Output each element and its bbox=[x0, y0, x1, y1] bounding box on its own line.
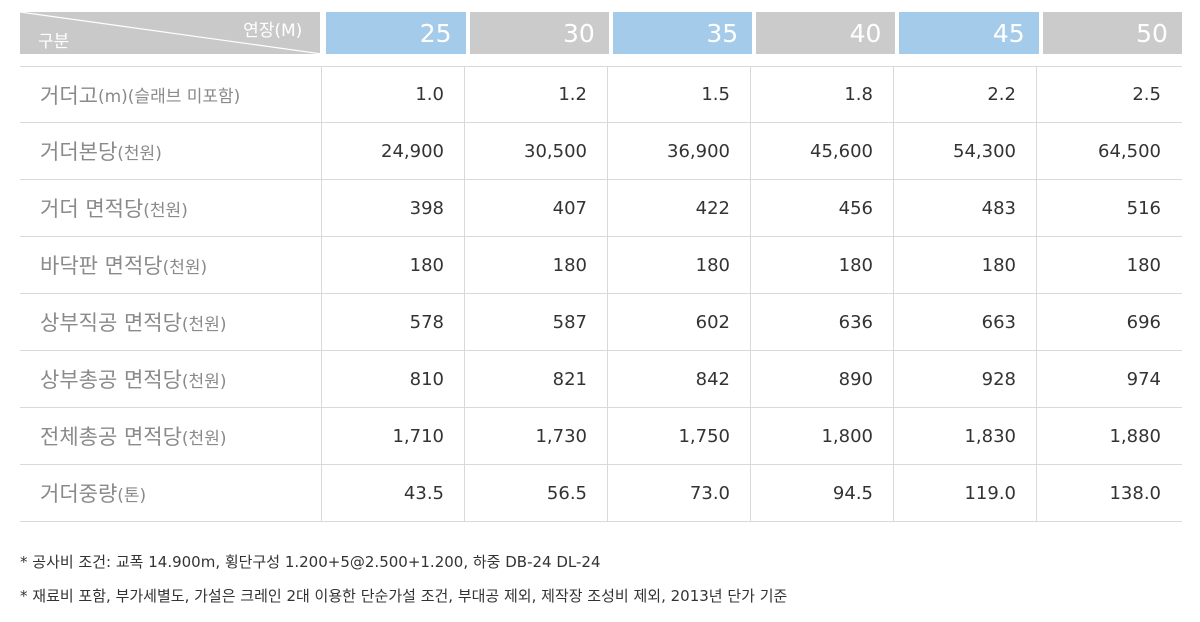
table-row: 상부총공 면적당 (천원) 810 821 842 890 928 974 bbox=[20, 351, 1182, 408]
corner-label-length: 연장(M) bbox=[243, 21, 303, 41]
row-label-text: 전체총공 면적당 bbox=[40, 425, 182, 449]
row-label-unit: (m)(슬래브 미포함) bbox=[97, 87, 241, 107]
table-row: 거더본당 (천원) 24,900 30,500 36,900 45,600 54,300 64… bbox=[20, 123, 1182, 180]
table-cell: 94.5 bbox=[751, 465, 894, 521]
row-label-text: 상부직공 면적당 bbox=[40, 311, 182, 335]
table-row: 거더고 (m)(슬래브 미포함) 1.0 1.2 1.5 1.8 2.2 2.5 bbox=[20, 66, 1182, 123]
table-row: 바닥판 면적당 (천원) 180 180 180 180 180 180 bbox=[20, 237, 1182, 294]
table-cell: 24,900 bbox=[322, 123, 465, 179]
table-cell: 696 bbox=[1126, 311, 1161, 333]
table-cell: 456 bbox=[751, 180, 894, 236]
table-cell: 180 bbox=[894, 237, 1037, 293]
table-row: 거더 면적당 (천원) 398 407 422 456 483 516 bbox=[20, 180, 1182, 237]
table-cell: 180 bbox=[322, 237, 465, 293]
header-col-25: 25 bbox=[326, 12, 466, 54]
table-cell: 180 bbox=[608, 237, 751, 293]
table-cell: 1,880 bbox=[1109, 425, 1161, 447]
table-cell: 54,300 bbox=[894, 123, 1037, 179]
row-label-text: 거더고 bbox=[40, 83, 98, 108]
table-cell: 36,900 bbox=[608, 123, 751, 179]
row-label-text: 거더중량 bbox=[40, 482, 118, 506]
table-cell: 64,500 bbox=[1098, 140, 1161, 162]
table-cell: 663 bbox=[894, 294, 1037, 350]
row-label: 거더고 (m)(슬래브 미포함) bbox=[20, 67, 322, 122]
row-label-unit: (천원) bbox=[181, 314, 227, 335]
table-cell: 516 bbox=[1126, 197, 1161, 219]
row-label: 바닥판 면적당 (천원) bbox=[20, 237, 322, 293]
row-label: 거더 면적당 (천원) bbox=[20, 180, 322, 236]
row-label-unit: (천원) bbox=[181, 428, 227, 449]
table-cell: 45,600 bbox=[751, 123, 894, 179]
table-cell: 974 bbox=[1126, 368, 1161, 390]
row-label: 상부직공 면적당 (천원) bbox=[20, 294, 322, 350]
table-cell: 578 bbox=[322, 294, 465, 350]
table-cell: 602 bbox=[608, 294, 751, 350]
table-cell: 1,730 bbox=[465, 408, 608, 464]
table-cell: 1.2 bbox=[465, 67, 608, 122]
table-cell: 1.0 bbox=[322, 67, 465, 122]
row-label-unit: (천원) bbox=[181, 371, 227, 392]
row-label-unit: (천원) bbox=[162, 257, 208, 278]
footnote-costs: * 재료비 포함, 부가세별도, 가설은 크레인 2대 이용한 단순가설 조건,… bbox=[20, 587, 788, 605]
table-cell: 1.5 bbox=[608, 67, 751, 122]
row-label: 전체총공 면적당 (천원) bbox=[20, 408, 322, 464]
row-label: 거더중량 (톤) bbox=[20, 465, 322, 521]
row-label: 거더본당 (천원) bbox=[20, 123, 322, 179]
table-header-row: 연장(M) 구분 25 30 35 40 45 50 bbox=[20, 12, 1182, 66]
header-col-30: 30 bbox=[469, 12, 609, 54]
table-cell: 1,710 bbox=[322, 408, 465, 464]
row-label-unit: (천원) bbox=[143, 200, 188, 221]
header-col-50: 50 bbox=[1042, 12, 1182, 54]
table-cell: 138.0 bbox=[1109, 482, 1161, 504]
header-col-35: 35 bbox=[612, 12, 753, 54]
row-label-text: 바닥판 면적당 bbox=[40, 254, 163, 278]
table-cell: 587 bbox=[465, 294, 608, 350]
cost-table: 연장(M) 구분 25 30 35 40 45 50 거더고 (m)(슬래브 미포… bbox=[20, 12, 1182, 522]
corner-diagonal-line bbox=[20, 12, 321, 54]
table-cell: 398 bbox=[322, 180, 465, 236]
table-cell: 30,500 bbox=[465, 123, 608, 179]
row-label-unit: (톤) bbox=[117, 485, 147, 506]
table-cell: 180 bbox=[751, 237, 894, 293]
table-cell: 890 bbox=[751, 351, 894, 407]
footnotes: * 공사비 조건: 교폭 14.900m, 횡단구성 1.200+5@2.500… bbox=[20, 548, 787, 616]
table-cell: 810 bbox=[322, 351, 465, 407]
row-label: 상부총공 면적당 (천원) bbox=[20, 351, 322, 407]
table-cell: 928 bbox=[894, 351, 1037, 407]
row-label-text: 거더본당 bbox=[40, 140, 118, 164]
table-cell: 73.0 bbox=[608, 465, 751, 521]
table-cell: 636 bbox=[751, 294, 894, 350]
table-cell: 407 bbox=[465, 180, 608, 236]
table-row: 전체총공 면적당 (천원) 1,710 1,730 1,750 1,800 1,830 1,8… bbox=[20, 408, 1182, 465]
table-row: 상부직공 면적당 (천원) 578 587 602 636 663 696 bbox=[20, 294, 1182, 351]
table-cell: 842 bbox=[608, 351, 751, 407]
table-cell: 43.5 bbox=[322, 465, 465, 521]
corner-label-category: 구분 bbox=[38, 32, 70, 52]
header-col-40: 40 bbox=[756, 12, 896, 54]
header-col-45: 45 bbox=[899, 12, 1039, 54]
table-cell: 1,800 bbox=[751, 408, 894, 464]
table-cell: 180 bbox=[1126, 254, 1161, 276]
table-cell: 422 bbox=[608, 180, 751, 236]
table-cell: 180 bbox=[465, 237, 608, 293]
table-cell: 1.8 bbox=[751, 67, 894, 122]
table-cell: 821 bbox=[465, 351, 608, 407]
table-row: 거더중량 (톤) 43.5 56.5 73.0 94.5 119.0 138.0 bbox=[20, 465, 1182, 522]
table-body: 거더고 (m)(슬래브 미포함) 1.0 1.2 1.5 1.8 2.2 2.5 거더본당 (천원… bbox=[20, 66, 1182, 522]
header-corner-cell: 연장(M) 구분 bbox=[20, 12, 321, 54]
table-cell: 1,830 bbox=[894, 408, 1037, 464]
table-cell: 483 bbox=[894, 180, 1037, 236]
table-cell: 56.5 bbox=[465, 465, 608, 521]
footnote-conditions: * 공사비 조건: 교폭 14.900m, 횡단구성 1.200+5@2.500… bbox=[20, 553, 601, 571]
row-label-unit: (천원) bbox=[117, 143, 162, 164]
table-cell: 2.5 bbox=[1132, 84, 1161, 105]
table-cell: 1,750 bbox=[608, 408, 751, 464]
table-cell: 2.2 bbox=[894, 67, 1037, 122]
row-label-text: 거더 면적당 bbox=[40, 197, 144, 221]
table-cell: 119.0 bbox=[894, 465, 1037, 521]
row-label-text: 상부총공 면적당 bbox=[40, 368, 182, 392]
